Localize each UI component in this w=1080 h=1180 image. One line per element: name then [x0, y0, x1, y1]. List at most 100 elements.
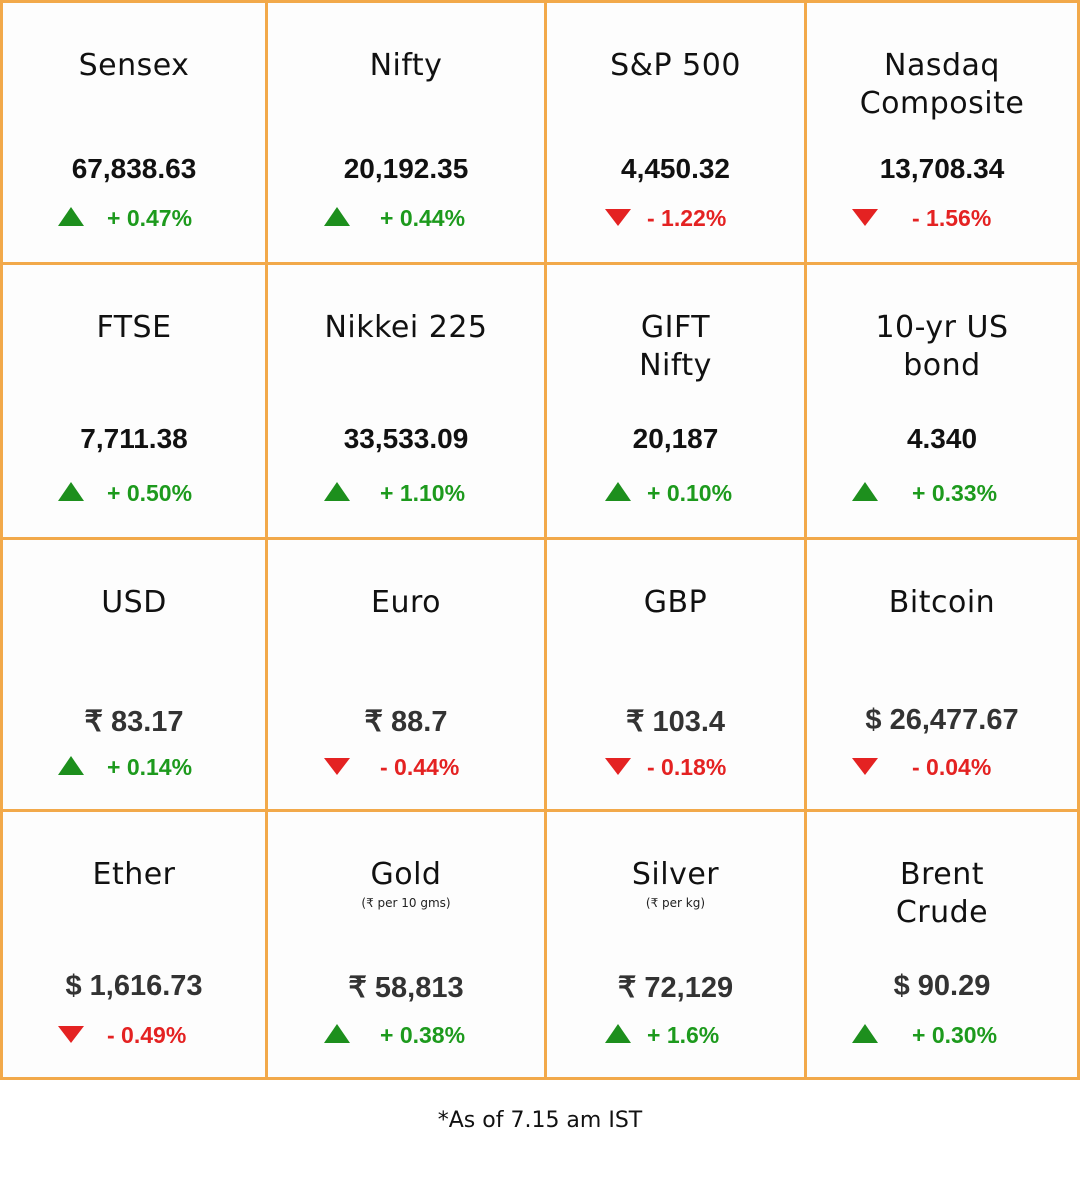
triangle-up-icon — [58, 207, 84, 226]
market-tile: Nikkei 225 33,533.09 + 1.10% — [268, 265, 547, 540]
tile-change: + 0.33% — [807, 478, 1077, 508]
tile-change: + 0.47% — [3, 203, 265, 233]
tile-value: $ 1,616.73 — [65, 970, 203, 1002]
tile-name: USD — [101, 585, 167, 620]
tile-value: ₹ 83.17 — [84, 706, 184, 738]
tile-value: 4,450.32 — [621, 153, 730, 184]
tile-name: Ether — [92, 857, 176, 892]
tile-name: GBP — [643, 585, 708, 620]
tile-change-percent: + 0.33% — [912, 480, 998, 506]
tile-name: Gold — [370, 857, 442, 892]
tile-value: 4.340 — [906, 423, 978, 454]
triangle-down-icon — [605, 758, 631, 775]
tile-unit-note: (₹ per kg) — [645, 896, 706, 910]
triangle-up-icon — [58, 482, 84, 501]
tile-change: - 1.56% — [807, 203, 1077, 233]
tile-name: GIFT Nifty — [639, 310, 712, 383]
tile-change-percent: - 0.18% — [647, 754, 727, 780]
tile-value: 33,533.09 — [343, 423, 469, 454]
tile-value: 20,187 — [632, 423, 719, 454]
market-tile: Euro ₹ 88.7 - 0.44% — [268, 540, 547, 812]
market-tile: USD ₹ 83.17 + 0.14% — [3, 540, 268, 812]
market-tile: GBP ₹ 103.4 - 0.18% — [547, 540, 807, 812]
market-tile: Silver (₹ per kg) ₹ 72,129 + 1.6% — [547, 812, 807, 1077]
triangle-down-icon — [324, 758, 350, 775]
market-tile: FTSE 7,711.38 + 0.50% — [3, 265, 268, 540]
tile-name: Nifty — [369, 48, 443, 83]
market-tile: Gold (₹ per 10 gms) ₹ 58,813 + 0.38% — [268, 812, 547, 1077]
tile-change-percent: - 1.22% — [647, 205, 727, 231]
triangle-down-icon — [58, 1026, 84, 1043]
tile-change-percent: - 0.04% — [912, 754, 992, 780]
tile-change: + 0.14% — [3, 752, 265, 782]
triangle-down-icon — [852, 758, 878, 775]
tile-change-percent: - 1.56% — [912, 205, 992, 231]
tile-name: Bitcoin — [888, 585, 996, 620]
market-tile: GIFT Nifty 20,187 + 0.10% — [547, 265, 807, 540]
timestamp-footnote: *As of 7.15 am IST — [437, 1108, 643, 1133]
market-tile: Brent Crude $ 90.29 + 0.30% — [807, 812, 1077, 1077]
tile-change: + 1.6% — [547, 1020, 804, 1050]
tile-name: Brent Crude — [895, 857, 989, 930]
tile-name: FTSE — [96, 310, 172, 345]
tile-value: $ 90.29 — [893, 970, 991, 1002]
market-tile: Nasdaq Composite 13,708.34 - 1.56% — [807, 3, 1077, 265]
market-tile: Ether $ 1,616.73 - 0.49% — [3, 812, 268, 1077]
tile-name: 10-yr US bond — [875, 310, 1009, 383]
triangle-up-icon — [605, 482, 631, 501]
tile-name: Sensex — [78, 48, 190, 83]
tile-change: - 0.49% — [3, 1020, 265, 1050]
tile-change-percent: - 0.44% — [380, 754, 460, 780]
tile-value: 20,192.35 — [343, 153, 469, 184]
triangle-up-icon — [324, 207, 350, 226]
market-tile: S&P 500 4,450.32 - 1.22% — [547, 3, 807, 265]
tile-value: 13,708.34 — [879, 153, 1005, 184]
tile-value: $ 26,477.67 — [865, 704, 1019, 736]
market-tile: Nifty 20,192.35 + 0.44% — [268, 3, 547, 265]
tile-change-percent: + 1.10% — [380, 480, 466, 506]
tile-change-percent: + 0.47% — [107, 205, 193, 231]
triangle-up-icon — [605, 1024, 631, 1043]
triangle-up-icon — [324, 1024, 350, 1043]
triangle-up-icon — [852, 1024, 878, 1043]
triangle-up-icon — [852, 482, 878, 501]
tile-change: - 1.22% — [547, 203, 804, 233]
tile-name: Nikkei 225 — [324, 310, 488, 345]
tile-value: ₹ 88.7 — [364, 706, 448, 738]
tile-name: Euro — [371, 585, 441, 620]
tile-change: + 0.10% — [547, 478, 804, 508]
market-tile: Bitcoin $ 26,477.67 - 0.04% — [807, 540, 1077, 812]
tile-change-percent: + 0.38% — [380, 1022, 466, 1048]
tile-change: + 0.30% — [807, 1020, 1077, 1050]
tile-value: ₹ 72,129 — [617, 972, 734, 1004]
tile-change: - 0.18% — [547, 752, 804, 782]
tile-change: - 0.04% — [807, 752, 1077, 782]
tile-unit-note: (₹ per 10 gms) — [361, 896, 451, 910]
tile-change: + 1.10% — [268, 478, 544, 508]
tile-value: ₹ 58,813 — [348, 972, 464, 1004]
tile-change-percent: + 0.50% — [107, 480, 193, 506]
tile-change: - 0.44% — [268, 752, 544, 782]
tile-change-percent: + 0.44% — [380, 205, 466, 231]
tile-change: + 0.50% — [3, 478, 265, 508]
triangle-up-icon — [324, 482, 350, 501]
tile-name: Nasdaq Composite — [859, 48, 1025, 121]
tile-value: ₹ 103.4 — [625, 706, 726, 738]
tile-value: 7,711.38 — [80, 423, 188, 454]
triangle-down-icon — [852, 209, 878, 226]
market-grid: Sensex 67,838.63 + 0.47% Nifty 20,192.35 + 0.… — [0, 0, 1080, 1080]
market-tile: 10-yr US bond 4.340 + 0.33% — [807, 265, 1077, 540]
tile-change-percent: + 1.6% — [647, 1022, 720, 1048]
tile-value: 67,838.63 — [71, 153, 197, 184]
market-tile: Sensex 67,838.63 + 0.47% — [3, 3, 268, 265]
tile-name: S&P 500 — [610, 48, 741, 83]
tile-name: Silver — [631, 857, 720, 892]
tile-change-percent: + 0.10% — [647, 480, 733, 506]
tile-change-percent: + 0.14% — [107, 754, 193, 780]
triangle-down-icon — [605, 209, 631, 226]
tile-change: + 0.44% — [268, 203, 544, 233]
triangle-up-icon — [58, 756, 84, 775]
tile-change: + 0.38% — [268, 1020, 544, 1050]
tile-change-percent: - 0.49% — [107, 1022, 187, 1048]
tile-change-percent: + 0.30% — [912, 1022, 998, 1048]
